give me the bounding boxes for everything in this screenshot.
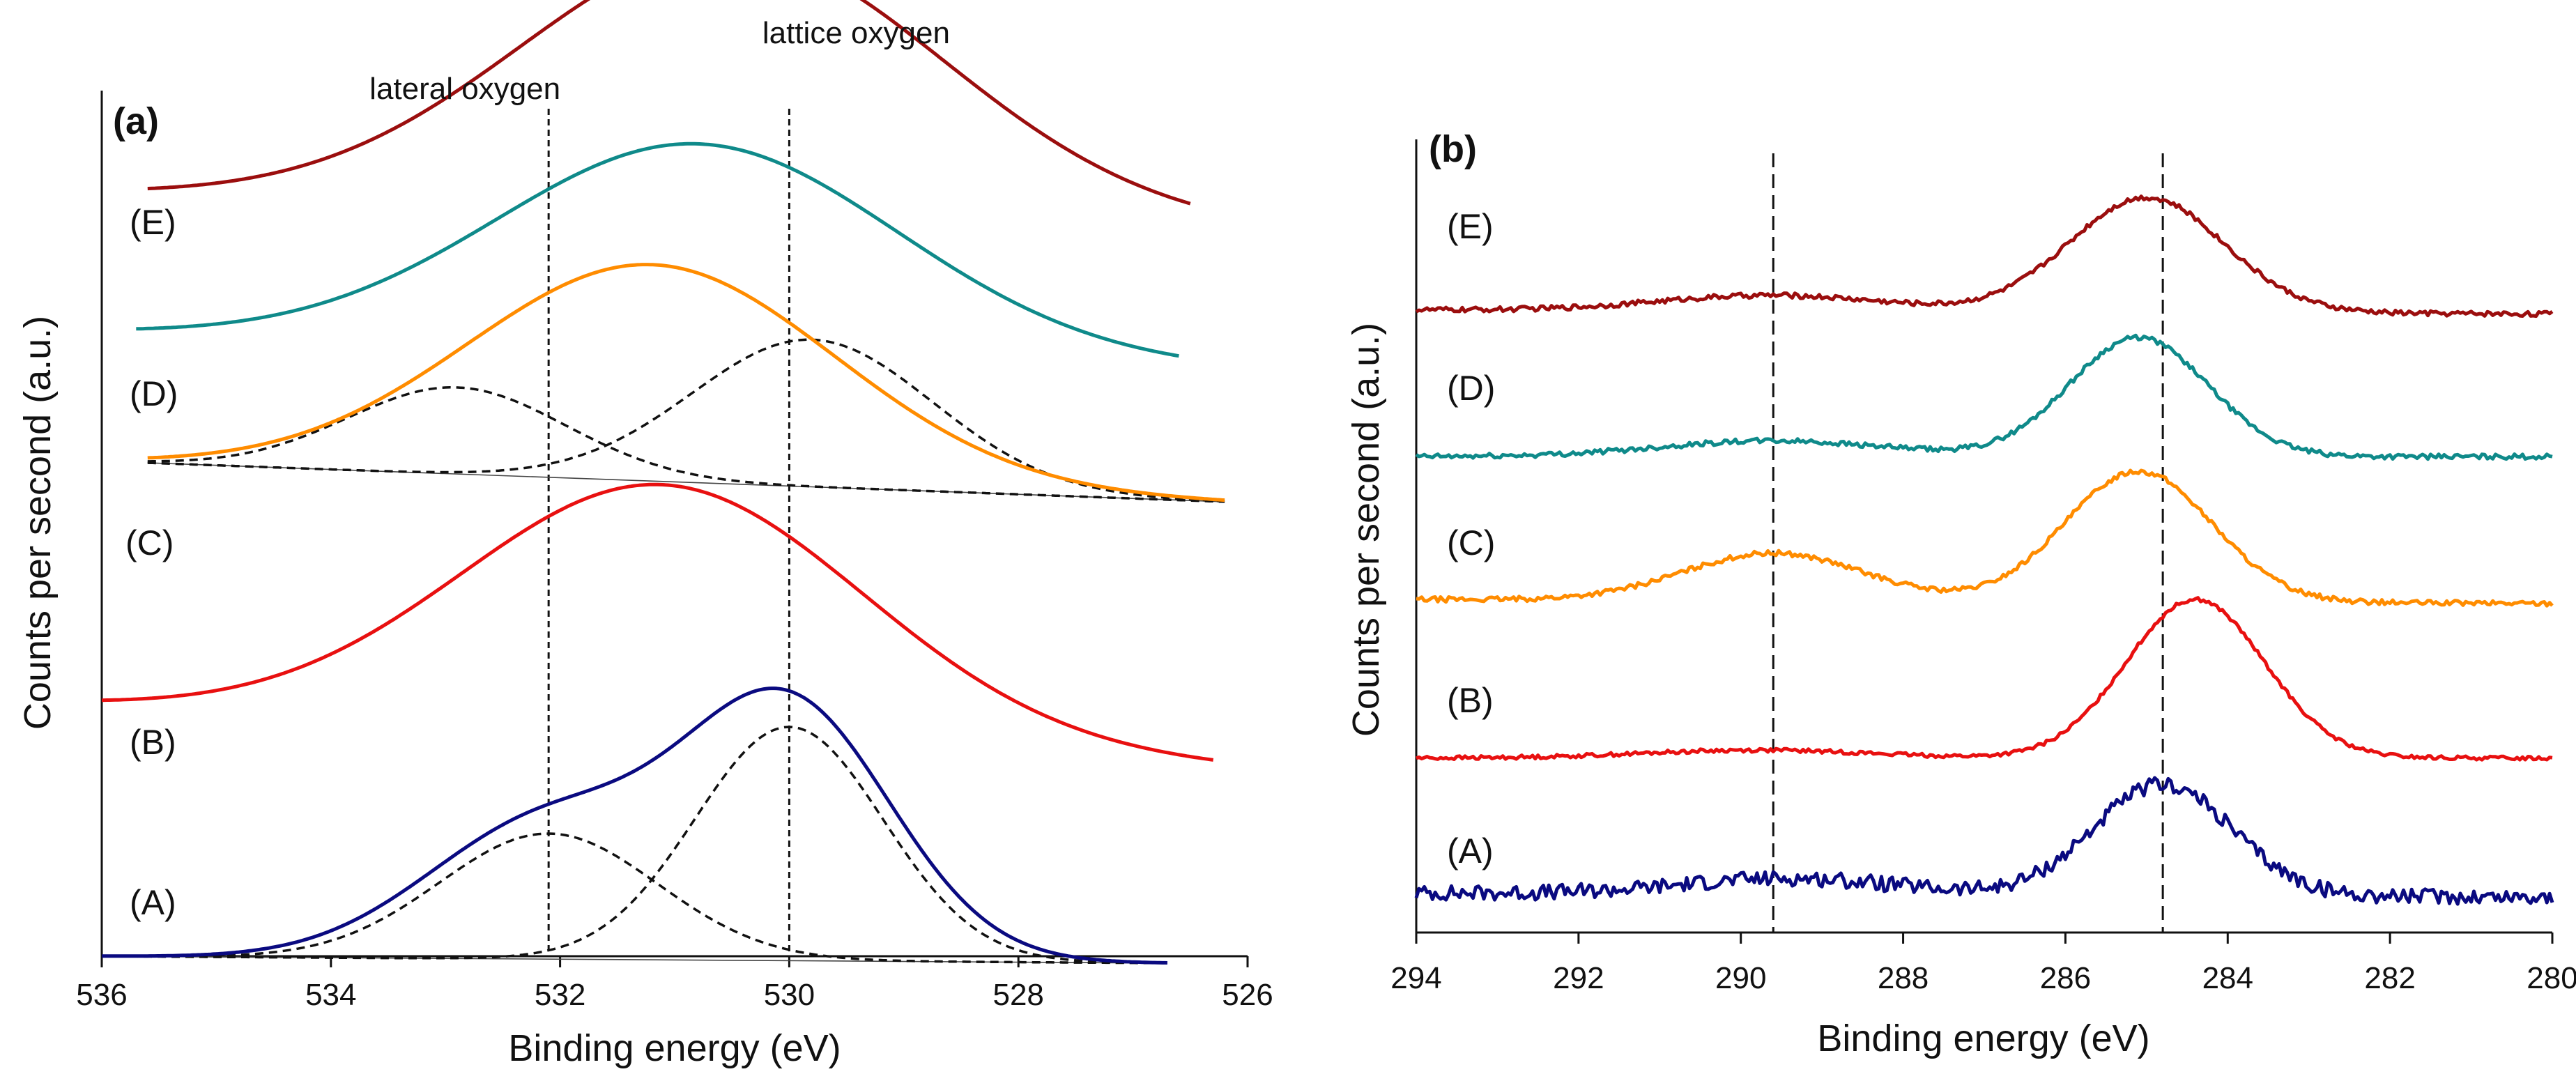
panel-a-tick-label-528: 528 [992, 978, 1043, 1012]
panel-b-series-e [1415, 194, 2554, 319]
lattice-oxygen-label: lattice oxygen [762, 16, 950, 50]
panel-b-tick-label-292: 292 [1553, 961, 1604, 995]
panel-a-label-c: (C) [125, 523, 174, 562]
panel-a-series-a [102, 686, 1167, 965]
panel-b-tick-label-282: 282 [2364, 961, 2415, 995]
panel-a-x-ticks: 536 534 532 530 528 526 [76, 956, 1273, 1012]
panel-a-tick-label-532: 532 [535, 978, 585, 1012]
panel-b-x-axis-title: Binding energy (eV) [1817, 1018, 2149, 1059]
panel-b-series-c [1416, 468, 2554, 608]
panel-b-label-b: (B) [1447, 681, 1494, 720]
panel-b-series [1414, 194, 2554, 906]
panel-a-fit-c-0 [147, 386, 1225, 503]
panel-b-tick-label-294: 294 [1390, 961, 1441, 995]
panel-a-series [101, 0, 1225, 965]
panel-b-label-a: (A) [1447, 831, 1494, 870]
panel-b-c1s-spectra: 294 292 290 288 286 284 282 280 (b) (E) (D) (C)… [1345, 128, 2576, 1059]
panel-b-series-d [1415, 333, 2553, 461]
panel-b-y-axis-title: Counts per second (a.u.) [1345, 323, 1387, 737]
panel-a-tick-label-526: 526 [1222, 978, 1273, 1012]
panel-b-letter: (b) [1429, 128, 1477, 170]
panel-b-label-e: (E) [1447, 207, 1494, 246]
panel-b-series-b [1416, 596, 2553, 762]
panel-a-series-e [147, 0, 1191, 206]
panel-a-label-a: (A) [130, 883, 176, 922]
panel-a-label-d: (D) [130, 374, 178, 413]
panel-a-tick-label-530: 530 [764, 978, 815, 1012]
panel-a-y-axis-title: Counts per second (a.u.) [17, 316, 59, 730]
panel-b-label-d: (D) [1447, 369, 1495, 408]
panel-a-series-d [136, 141, 1179, 358]
panel-a-fit-components [102, 338, 1225, 965]
panel-a-x-axis-title: Binding energy (eV) [508, 1027, 841, 1069]
panel-a-series-c [147, 263, 1225, 503]
lateral-oxygen-label: lateral oxygen [369, 72, 560, 106]
panel-b-x-ticks: 294 292 290 288 286 284 282 280 [1390, 933, 2576, 995]
panel-a-background-a [101, 956, 1167, 964]
panel-a-tick-label-534: 534 [305, 978, 356, 1012]
panel-a-o1s-spectra: 536 534 532 530 528 526 (a) lateral oxygen la… [17, 0, 1273, 1069]
panel-b-tick-label-280: 280 [2527, 961, 2576, 995]
panel-b-label-c: (C) [1447, 523, 1495, 562]
panel-b-tick-label-284: 284 [2202, 961, 2253, 995]
panel-b-tick-label-288: 288 [1878, 961, 1929, 995]
panel-b-series-a [1414, 776, 2554, 906]
panel-a-label-e: (E) [130, 203, 176, 242]
panel-a-tick-label-536: 536 [76, 978, 127, 1012]
panel-a-letter: (a) [113, 100, 159, 142]
panel-a-label-b: (B) [130, 723, 176, 762]
panel-a-fit-a-1 [102, 726, 1167, 965]
panel-b-tick-label-290: 290 [1715, 961, 1766, 995]
panel-a-series-b [101, 482, 1214, 762]
panel-b-tick-label-286: 286 [2040, 961, 2091, 995]
